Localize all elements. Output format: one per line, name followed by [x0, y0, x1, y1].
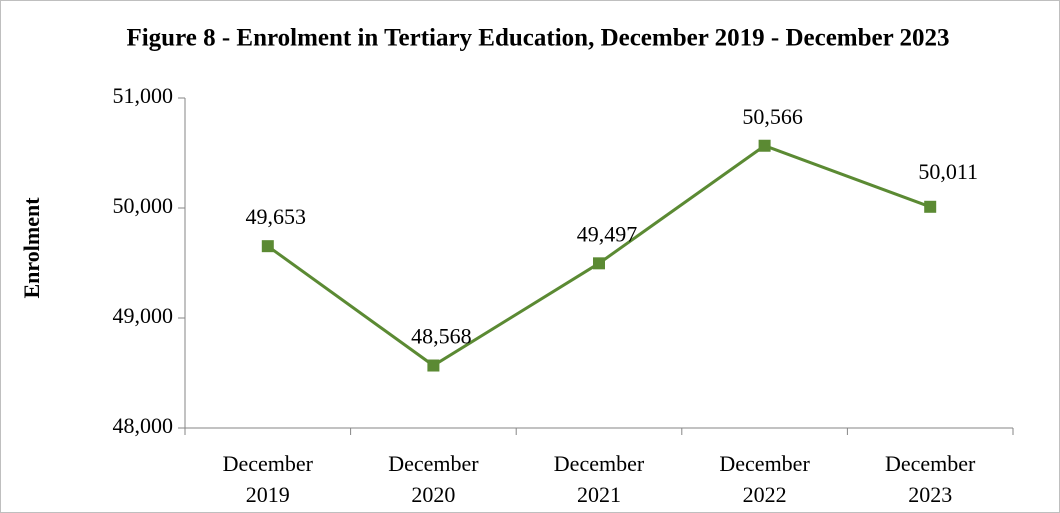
- y-axis-label: Enrolment: [19, 197, 44, 299]
- y-tick-label: 49,000: [113, 303, 174, 328]
- marker: [427, 359, 440, 372]
- data-label: 48,568: [411, 324, 472, 349]
- marker: [758, 139, 771, 152]
- x-tick-label: December 2021: [554, 451, 645, 507]
- data-label: 49,497: [577, 221, 638, 246]
- x-tick-label: December 2023: [885, 451, 976, 507]
- data-label: 50,011: [918, 159, 978, 184]
- y-tick-label: 48,000: [113, 413, 174, 438]
- x-tick-label: December 2019: [223, 451, 314, 507]
- data-label: 50,566: [742, 104, 803, 129]
- marker: [924, 200, 937, 213]
- chart-title: Figure 8 - Enrolment in Tertiary Educati…: [126, 25, 949, 52]
- y-tick-label: 50,000: [113, 193, 174, 218]
- y-tick-label: 51,000: [113, 83, 174, 108]
- data-label: 49,653: [246, 204, 307, 229]
- marker: [593, 257, 605, 270]
- x-tick-label: December 2020: [388, 451, 479, 507]
- x-tick-label: December 2022: [719, 451, 810, 507]
- marker: [261, 240, 274, 253]
